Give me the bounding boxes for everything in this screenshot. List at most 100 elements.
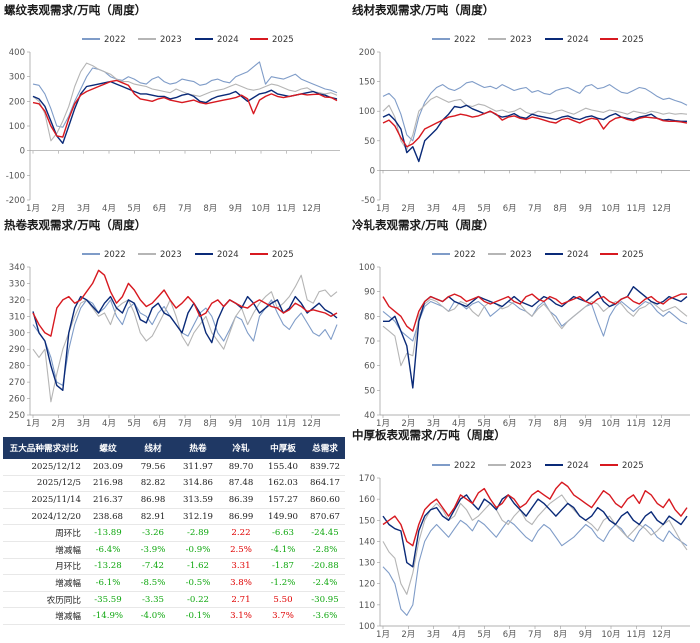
x-tick-label: 7月 [178, 204, 192, 214]
y-tick-label: 400 [9, 48, 25, 58]
y-tick-label: 260 [9, 395, 25, 405]
x-tick-label: 11月 [277, 204, 296, 214]
table-header-cell: 总需求 [305, 437, 345, 459]
x-tick-label: 1月 [376, 630, 390, 640]
table-cell: 238.68 [85, 508, 131, 526]
table-cell: 82.82 [131, 475, 175, 493]
x-tick-label: 2月 [51, 204, 65, 214]
table-cell: -2.8% [305, 541, 345, 559]
y-tick-label: 0 [370, 166, 375, 176]
legend-label-2023: 2023 [160, 250, 182, 260]
legend-label-2024: 2024 [567, 250, 589, 260]
series-line-2025 [382, 481, 688, 547]
table-row-label: 2024/12/20 [3, 508, 85, 526]
x-tick-label: 5月 [477, 419, 491, 429]
y-tick-label: 340 [9, 263, 25, 273]
legend-label-2022: 2022 [454, 461, 476, 471]
legend-label-2022: 2022 [104, 35, 126, 45]
x-tick-label: 12月 [302, 204, 321, 214]
y-tick-label: 150 [359, 78, 375, 88]
table-cell: 870.67 [305, 508, 345, 526]
x-tick-label: 7月 [528, 630, 542, 640]
x-tick-label: 1月 [376, 419, 390, 429]
table-header-cell: 线材 [131, 437, 175, 459]
y-tick-label: 100 [9, 122, 25, 132]
x-tick-label: 8月 [203, 419, 217, 429]
table-cell: -0.9% [175, 541, 221, 559]
wire-chart-title: 线材表观需求/万吨（周度） [352, 3, 495, 17]
y-tick-label: 280 [9, 362, 25, 372]
x-tick-label: 10月 [251, 419, 270, 429]
x-tick-label: 3月 [77, 204, 91, 214]
table-cell: -1.2% [261, 574, 305, 592]
legend-label-2023: 2023 [510, 461, 532, 471]
table-row-label: 月环比 [3, 558, 85, 576]
y-tick-label: 330 [9, 279, 25, 289]
table-cell: 2.5% [221, 541, 261, 559]
table-cell: 311.97 [175, 459, 221, 476]
table-row-label: 农历同比 [3, 591, 85, 609]
y-tick-label: 40 [364, 411, 375, 421]
legend-label-2025: 2025 [272, 250, 294, 260]
y-tick-label: -200 [6, 196, 25, 206]
table-cell: -3.6% [305, 607, 345, 625]
table-cell: -14.9% [85, 607, 131, 625]
table-header-row: 五大品种需求对比 螺纹 线材 热卷 冷轧 中厚板 总需求 [3, 437, 345, 459]
table-row-label: 增减幅 [3, 541, 85, 559]
x-tick-label: 8月 [553, 419, 567, 429]
x-tick-label: 12月 [652, 419, 671, 429]
table-cell: -30.95 [305, 591, 345, 609]
x-tick-label: 12月 [302, 419, 321, 429]
y-tick-label: 200 [9, 97, 25, 107]
x-tick-label: 2月 [51, 419, 65, 429]
table-cell: -0.1% [175, 607, 221, 625]
x-tick-label: 6月 [503, 630, 517, 640]
y-tick-label: 150 [359, 516, 375, 526]
series-line-2024 [382, 104, 687, 163]
table-cell: 89.70 [221, 459, 261, 476]
legend-label-2025: 2025 [622, 35, 644, 45]
table-row-label: 2025/11/14 [3, 491, 85, 509]
table-cell: 2.71 [221, 591, 261, 609]
x-tick-label: 6月 [153, 204, 167, 214]
table-cell: -3.26 [131, 524, 175, 542]
y-tick-label: 270 [9, 378, 25, 388]
x-tick-label: 5月 [127, 204, 141, 214]
table-cell: 5.50 [261, 591, 305, 609]
y-tick-label: 310 [9, 312, 25, 322]
series-line-2024 [382, 494, 688, 568]
x-tick-label: 5月 [477, 204, 491, 214]
table-cell: 86.99 [221, 508, 261, 526]
x-tick-label: 2月 [401, 630, 415, 640]
table-cell: -6.4% [85, 541, 131, 559]
x-tick-label: 10月 [601, 419, 620, 429]
table-cell: -20.88 [305, 558, 345, 576]
series-line-2025 [382, 110, 688, 148]
hrc-chart-title: 热卷表观需求/万吨（周度） [4, 218, 147, 232]
table-cell: 3.1% [221, 607, 261, 625]
y-tick-label: 320 [9, 296, 25, 306]
table-cell: -1.87 [261, 558, 305, 576]
y-tick-label: 100 [359, 107, 375, 117]
table-row: 周环比 -13.89 -3.26 -2.89 2.22 -6.63 -24.45 [3, 524, 345, 542]
table-cell: -1.62 [175, 558, 221, 576]
legend-label-2024: 2024 [567, 461, 589, 471]
table-cell: 839.72 [305, 459, 345, 476]
table-cell: -2.4% [305, 574, 345, 592]
series-line-2025 [382, 293, 687, 332]
x-tick-label: 9月 [579, 419, 593, 429]
table-row-label: 2025/12/5 [3, 475, 85, 493]
table-header-cell: 五大品种需求对比 [3, 437, 85, 459]
table-cell: -4.0% [131, 607, 175, 625]
x-tick-label: 4月 [452, 204, 466, 214]
table-cell: 82.91 [131, 508, 175, 526]
table-cell: 3.7% [261, 607, 305, 625]
table-cell: 155.40 [261, 459, 305, 476]
table-cell: 864.17 [305, 475, 345, 493]
crc-chart-title: 冷轧表观需求/万吨（周度） [352, 218, 495, 232]
x-tick-label: 11月 [627, 204, 646, 214]
legend-label-2022: 2022 [454, 35, 476, 45]
table-header-cell: 螺纹 [85, 437, 131, 459]
y-tick-label: 120 [359, 580, 375, 590]
table-cell: 3.8% [221, 574, 261, 592]
